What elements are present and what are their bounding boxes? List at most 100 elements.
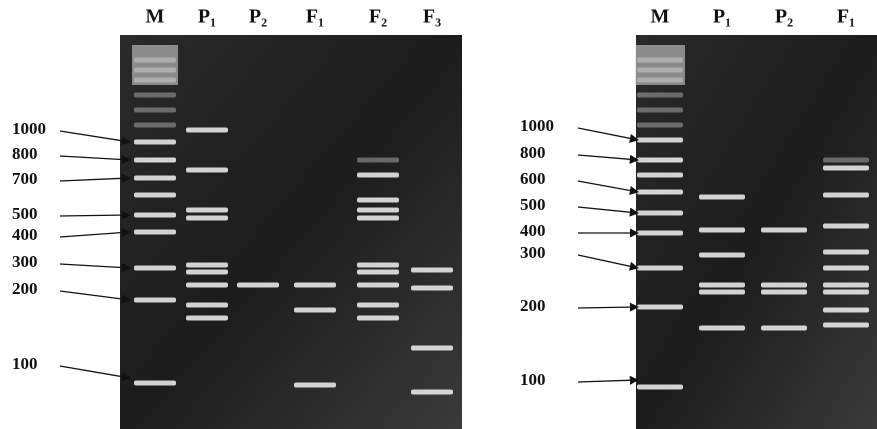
size-label: 200 bbox=[12, 279, 38, 298]
arrow bbox=[577, 154, 639, 164]
band bbox=[411, 345, 453, 351]
size-label: 100 bbox=[12, 354, 38, 373]
band bbox=[699, 325, 745, 331]
band bbox=[357, 172, 399, 178]
band bbox=[637, 107, 683, 113]
band bbox=[761, 227, 807, 233]
band bbox=[134, 229, 176, 235]
band bbox=[823, 165, 869, 171]
band bbox=[761, 282, 807, 288]
band bbox=[823, 265, 869, 271]
band bbox=[637, 137, 683, 143]
band bbox=[699, 227, 745, 233]
band bbox=[637, 122, 683, 128]
band bbox=[637, 230, 683, 236]
band bbox=[823, 307, 869, 313]
band bbox=[134, 92, 176, 98]
size-label: 1000 bbox=[520, 116, 554, 135]
band bbox=[699, 289, 745, 295]
band bbox=[761, 325, 807, 331]
gel-left bbox=[120, 35, 462, 429]
lane-label: P₂ bbox=[249, 6, 267, 28]
band bbox=[637, 265, 683, 271]
band bbox=[134, 77, 176, 83]
band bbox=[134, 67, 176, 73]
band bbox=[411, 267, 453, 273]
arrow bbox=[577, 375, 639, 385]
size-label: 400 bbox=[12, 225, 38, 244]
band bbox=[186, 315, 228, 321]
band bbox=[637, 92, 683, 98]
band bbox=[357, 282, 399, 288]
band bbox=[357, 197, 399, 203]
band bbox=[134, 192, 176, 198]
band bbox=[823, 249, 869, 255]
size-label: 500 bbox=[520, 195, 546, 214]
band bbox=[761, 289, 807, 295]
band bbox=[134, 107, 176, 113]
band bbox=[237, 282, 279, 288]
band bbox=[357, 207, 399, 213]
band bbox=[186, 262, 228, 268]
band bbox=[637, 304, 683, 310]
size-label: 300 bbox=[520, 243, 546, 262]
lane-label: P₁ bbox=[198, 6, 216, 28]
band bbox=[186, 127, 228, 133]
band bbox=[411, 389, 453, 395]
arrow bbox=[59, 365, 131, 382]
band bbox=[294, 307, 336, 313]
band bbox=[186, 207, 228, 213]
size-label: 400 bbox=[520, 221, 546, 240]
lane-label: M bbox=[651, 6, 670, 28]
well-smear bbox=[132, 45, 178, 85]
arrow bbox=[577, 127, 639, 143]
arrow bbox=[577, 180, 639, 195]
lane-label: M bbox=[146, 6, 165, 28]
band bbox=[186, 302, 228, 308]
band bbox=[637, 189, 683, 195]
band bbox=[823, 282, 869, 288]
band bbox=[294, 382, 336, 388]
arrow bbox=[577, 254, 639, 271]
band bbox=[823, 289, 869, 295]
band bbox=[637, 210, 683, 216]
band bbox=[134, 122, 176, 128]
band bbox=[699, 252, 745, 258]
lane-label: P₁ bbox=[713, 6, 731, 28]
band bbox=[637, 384, 683, 390]
arrow bbox=[59, 262, 131, 273]
band bbox=[186, 167, 228, 173]
lane-label: F₂ bbox=[369, 6, 387, 28]
size-label: 100 bbox=[520, 370, 546, 389]
band bbox=[823, 157, 869, 163]
size-label: 700 bbox=[12, 169, 38, 188]
arrow bbox=[577, 302, 639, 312]
band bbox=[637, 157, 683, 163]
band bbox=[823, 223, 869, 229]
band bbox=[134, 139, 176, 145]
band bbox=[637, 67, 683, 73]
size-label: 300 bbox=[12, 252, 38, 271]
band bbox=[637, 77, 683, 83]
band bbox=[357, 157, 399, 163]
size-label: 500 bbox=[12, 204, 38, 223]
band bbox=[134, 57, 176, 63]
arrow bbox=[577, 206, 639, 217]
band bbox=[699, 282, 745, 288]
lane-label: F₃ bbox=[423, 6, 441, 28]
size-label: 600 bbox=[520, 169, 546, 188]
size-label: 200 bbox=[520, 296, 546, 315]
band bbox=[134, 265, 176, 271]
band bbox=[134, 212, 176, 218]
lane-label: P₂ bbox=[775, 6, 793, 28]
band bbox=[699, 194, 745, 200]
lane-label: F₁ bbox=[306, 6, 324, 28]
band bbox=[637, 172, 683, 178]
band bbox=[186, 215, 228, 221]
arrow bbox=[59, 154, 131, 165]
band bbox=[637, 57, 683, 63]
band bbox=[294, 282, 336, 288]
arrow bbox=[59, 228, 131, 238]
well-smear bbox=[635, 45, 685, 85]
